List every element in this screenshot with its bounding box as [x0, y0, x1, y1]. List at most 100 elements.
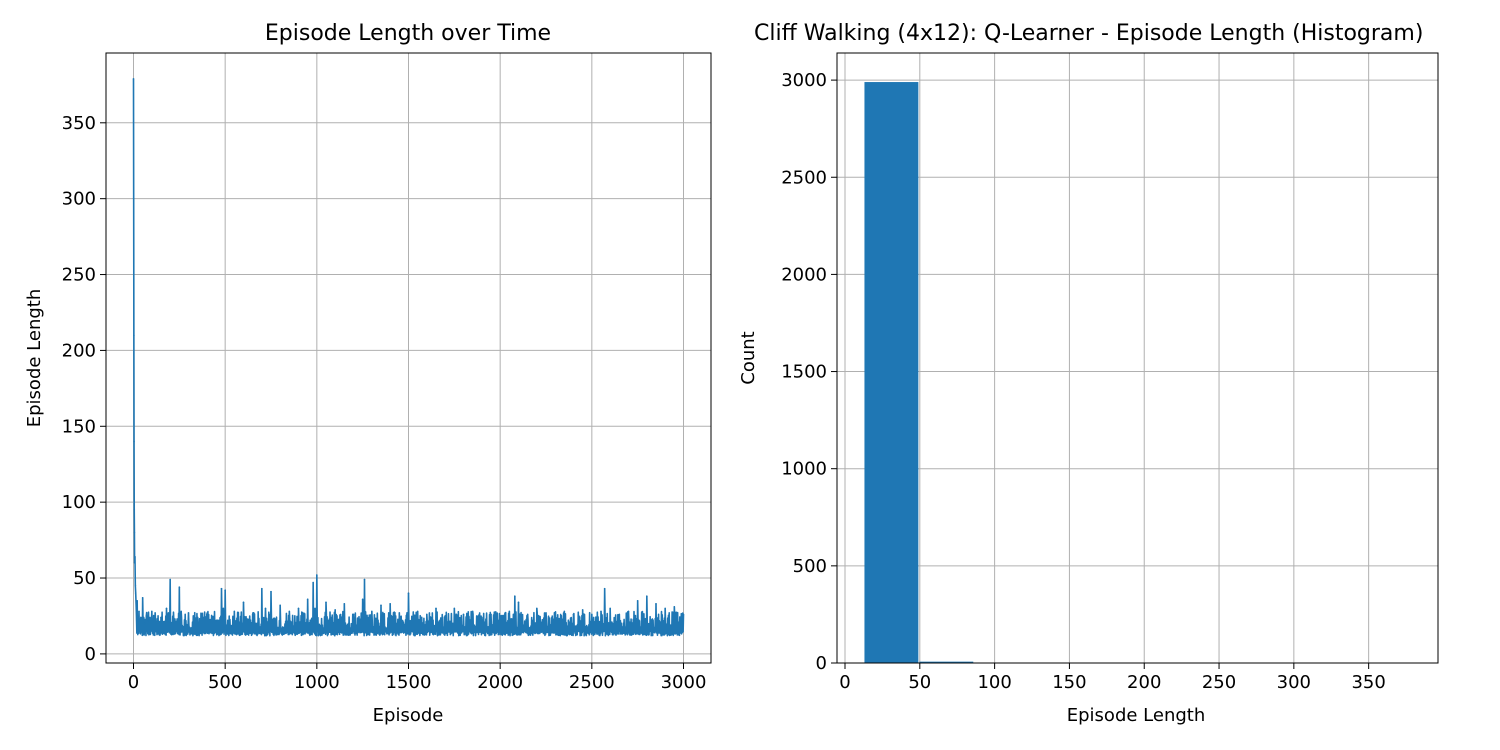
episode-length-point: [673, 606, 676, 608]
line-chart-y-tick-label: 50: [73, 568, 96, 589]
episode-length-point: [363, 578, 366, 581]
histogram-y-tick-label: 2500: [781, 167, 827, 188]
episode-length-point: [536, 607, 538, 610]
episode-length-point: [261, 587, 263, 590]
episode-length-point: [215, 619, 217, 622]
episode-length-point: [222, 607, 225, 610]
episode-length-point: [251, 613, 254, 616]
episode-length-point: [462, 613, 465, 616]
line-chart-y-tick-label: 250: [62, 265, 96, 286]
episode-length-point: [147, 619, 149, 622]
episode-length-point: [141, 596, 144, 599]
episode-length-point: [133, 508, 136, 511]
episode-length-point: [563, 610, 566, 613]
line-chart-title: Episode Length over Time: [265, 21, 551, 46]
episode-length-point: [134, 592, 137, 594]
episode-length-point: [407, 592, 410, 594]
episode-length-point: [288, 610, 291, 613]
episode-length-point: [137, 619, 139, 622]
histogram-y-tick-label: 500: [793, 556, 827, 577]
histogram-title: Cliff Walking (4x12): Q-Learner - Episod…: [754, 21, 1423, 46]
episode-length-point: [264, 607, 267, 610]
histogram-x-axis-label: Episode Length: [1067, 705, 1206, 726]
histogram-y-tick-label: 1500: [781, 362, 827, 383]
episode-length-point: [618, 613, 621, 616]
episode-length-point: [545, 612, 547, 614]
histogram-y-tick-label: 2000: [781, 264, 827, 285]
histogram-x-tick-label: 200: [1127, 672, 1161, 693]
line-chart-x-tick-label: 2000: [477, 672, 523, 693]
episode-length-point: [134, 555, 136, 558]
line-chart-grid: [106, 53, 711, 663]
episode-length-point: [180, 610, 182, 613]
episode-length-point: [165, 607, 168, 610]
episode-length-point: [481, 616, 483, 619]
episode-length-point: [140, 616, 142, 619]
episode-length-series-line: [132, 78, 685, 637]
line-chart-series: [132, 77, 685, 637]
episode-length-point: [306, 598, 309, 601]
histogram-x-tick-label: 100: [977, 672, 1011, 693]
episode-length-point: [314, 607, 316, 610]
histogram-bar: [919, 661, 974, 663]
line-chart-y-tick-label: 300: [62, 189, 96, 210]
episode-length-point: [371, 610, 373, 613]
episode-length-point: [352, 613, 355, 616]
histogram-x-tick-label: 250: [1202, 672, 1236, 693]
episode-length-point: [508, 610, 511, 613]
line-chart-x-ticks: 0 500 1000 1500 2000 2500 3000: [128, 663, 707, 693]
episode-length-line-chart: 0 500 1000 1500 2000 2500 3000 0 50 100 150 200 250…: [24, 21, 712, 726]
histogram-y-tick-label: 0: [816, 653, 827, 674]
episode-length-point: [196, 616, 199, 619]
histogram-y-ticks: 0 500 1000 1500 2000 2500 3000: [781, 70, 837, 674]
episode-length-point: [514, 595, 516, 598]
episode-length-point: [133, 440, 135, 443]
episode-length-point: [664, 607, 666, 610]
episode-length-point: [526, 613, 529, 616]
line-chart-x-tick-label: 2500: [569, 672, 615, 693]
histogram-x-tick-label: 350: [1351, 672, 1385, 693]
episode-length-point: [178, 586, 181, 588]
episode-length-point: [297, 607, 300, 610]
episode-length-point: [380, 604, 382, 607]
histogram-frame: [836, 52, 1439, 664]
episode-length-point: [361, 598, 364, 601]
episode-length-point: [173, 619, 175, 622]
episode-length-point: [134, 584, 137, 587]
episode-length-point: [187, 612, 190, 614]
line-chart-x-axis-label: Episode: [373, 705, 444, 726]
histogram-x-tick-label: 300: [1277, 672, 1311, 693]
episode-length-point: [270, 590, 272, 593]
episode-length-point: [453, 607, 456, 610]
episode-length-point: [133, 531, 136, 534]
line-chart-x-tick-label: 1000: [294, 672, 340, 693]
episode-length-point: [389, 603, 391, 605]
episode-length-point: [426, 613, 428, 616]
histogram-x-ticks: 0 50 100 150 200 250 300 350: [839, 663, 1386, 693]
histogram-x-tick-label: 0: [839, 672, 850, 693]
episode-length-point: [444, 615, 446, 617]
episode-length-point: [279, 604, 281, 607]
line-chart-x-tick-label: 0: [128, 672, 139, 693]
episode-length-point: [145, 615, 148, 617]
episode-length-point: [636, 599, 639, 602]
episode-length-point: [343, 603, 346, 605]
line-chart-x-tick-label: 1500: [386, 672, 432, 693]
line-chart-y-tick-label: 200: [62, 340, 96, 361]
histogram-bars: [864, 82, 1413, 664]
episode-length-point: [169, 578, 171, 581]
episode-length-point: [132, 197, 135, 200]
histogram-bar: [864, 82, 919, 664]
episode-length-point: [554, 613, 556, 616]
episode-length-point: [143, 622, 146, 625]
line-chart-x-tick-label: 3000: [661, 672, 707, 693]
histogram-y-tick-label: 3000: [781, 70, 827, 91]
episode-length-point: [572, 613, 575, 616]
line-chart-y-axis-label: Episode Length: [24, 289, 45, 428]
line-chart-y-tick-label: 150: [62, 416, 96, 437]
episode-length-point: [206, 613, 208, 616]
episode-length-point: [224, 589, 226, 591]
episode-length-point: [682, 613, 685, 616]
episode-length-point: [416, 610, 419, 613]
